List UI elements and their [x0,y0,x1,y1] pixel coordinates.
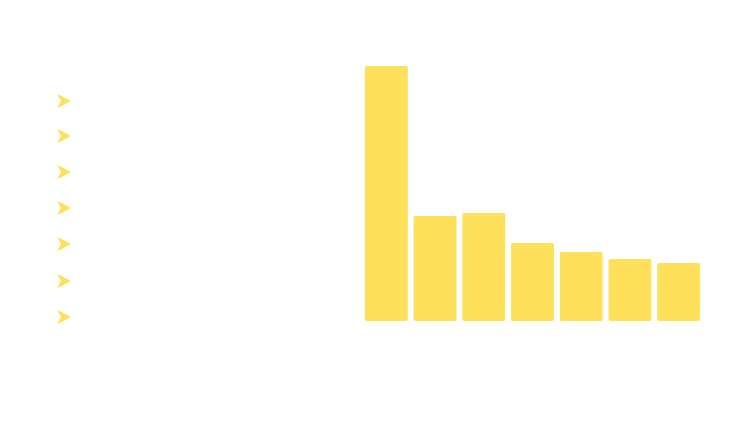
bar [608,259,652,321]
bar [657,263,701,321]
bar [413,216,457,321]
bullet-icon [57,274,71,288]
bullet-list [57,94,71,324]
bar [364,66,408,321]
bar-chart [364,66,701,321]
bar [559,252,603,321]
bar [511,243,554,321]
bullet-icon [57,94,71,108]
bullet-icon [57,310,71,324]
bullet-icon [57,237,71,251]
bullet-icon [57,201,71,215]
bullet-icon [57,129,71,143]
bar [462,213,506,321]
bullet-icon [57,165,71,179]
